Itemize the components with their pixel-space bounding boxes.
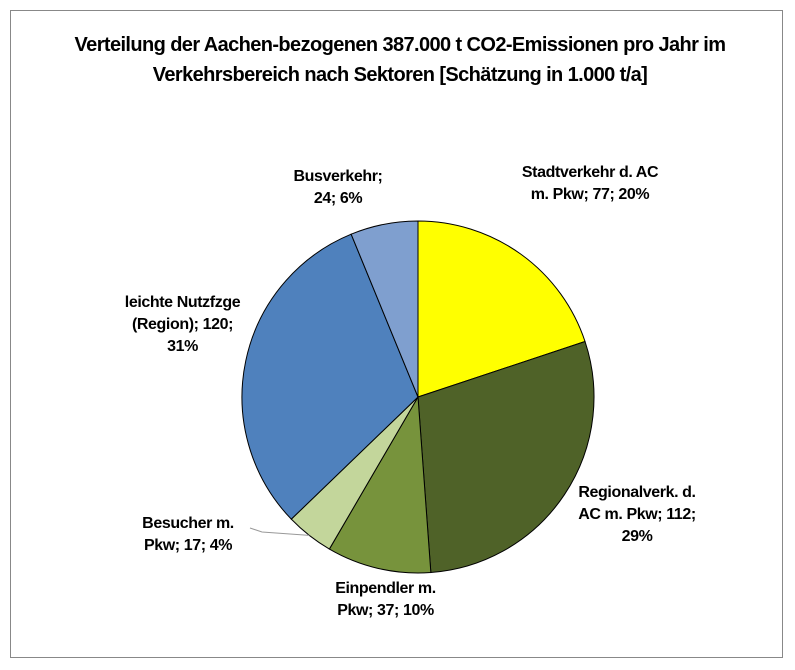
pie-slice — [350, 220, 419, 398]
pie-slice — [417, 340, 595, 574]
data-label: Stadtverkehr d. AC m. Pkw; 77; 20% — [521, 164, 659, 203]
data-label: Regionalverk. d. AC m. Pkw; 112; 29% — [578, 484, 696, 545]
chart-title: Verteilung der Aachen-bezogenen 387.000 … — [74, 34, 726, 86]
data-label: Einpendler m. Pkw; 37; 10% — [335, 580, 436, 619]
pie-slice — [241, 233, 419, 520]
pie-slice — [328, 395, 432, 574]
data-label: Busverkehr; 24; 6% — [293, 168, 383, 207]
data-label: Besucher m. Pkw; 17; 4% — [142, 515, 234, 554]
data-label: leichte Nutzfzge (Region); 120; 31% — [124, 294, 241, 355]
chart-frame — [10, 10, 783, 658]
leader-line — [249, 527, 310, 536]
pie-slice — [417, 220, 586, 398]
